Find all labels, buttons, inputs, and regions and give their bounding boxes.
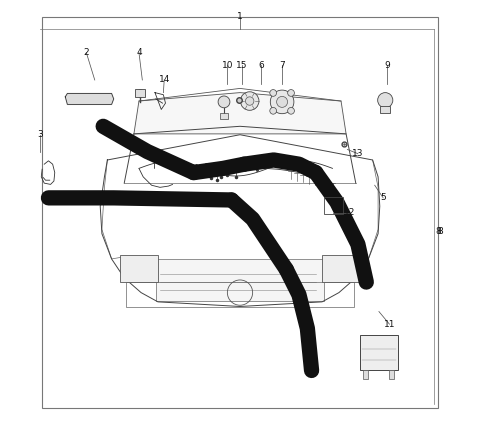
Circle shape [288,107,294,114]
Bar [360,335,398,370]
Circle shape [240,92,259,110]
Circle shape [270,90,294,114]
Circle shape [245,97,254,105]
Text: 9: 9 [384,61,390,70]
Circle shape [276,96,288,107]
Bar [220,113,228,119]
Text: 13: 13 [352,149,364,158]
Text: 12: 12 [344,208,355,217]
Bar [120,255,158,282]
Circle shape [218,96,230,108]
Text: 15: 15 [236,61,248,70]
Text: 14: 14 [158,75,170,85]
Polygon shape [134,93,346,134]
Text: 3: 3 [37,130,43,139]
Text: 11: 11 [384,320,395,329]
Bar [126,282,354,307]
Bar [322,255,360,282]
Circle shape [270,90,276,96]
Bar [380,106,390,113]
Bar [135,89,145,97]
Bar [363,370,369,379]
Text: 5: 5 [380,193,386,203]
Text: 2: 2 [84,48,89,57]
Text: 7: 7 [279,61,285,70]
Polygon shape [65,93,114,104]
Bar [324,197,343,214]
Circle shape [288,90,294,96]
Bar [389,370,394,379]
Bar [156,259,324,301]
Text: 10: 10 [222,61,233,70]
Circle shape [270,107,276,114]
Text: 8: 8 [435,227,441,236]
Text: 6: 6 [258,61,264,70]
Text: 4: 4 [136,48,142,57]
Circle shape [378,93,393,108]
Text: 8: 8 [438,227,444,236]
Text: 1: 1 [237,12,243,21]
